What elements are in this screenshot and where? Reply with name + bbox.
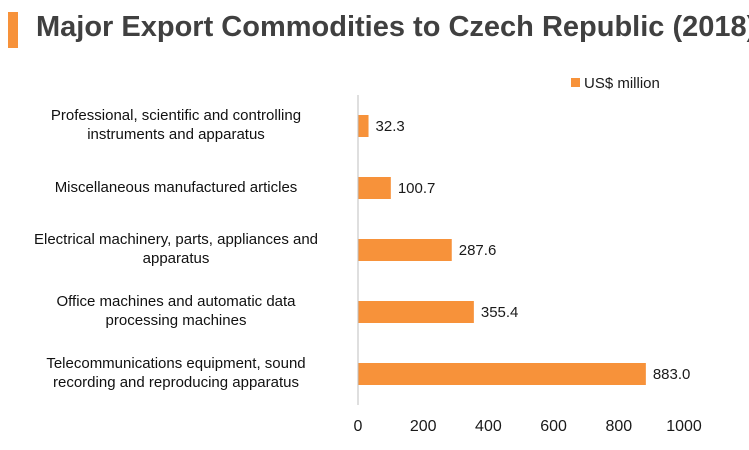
category-label: Office machines and automatic data proces… bbox=[6, 292, 346, 330]
x-tick-label: 400 bbox=[475, 418, 502, 435]
legend: US$ million bbox=[571, 75, 660, 92]
bar-value-label: 287.6 bbox=[459, 242, 497, 259]
x-tick-label: 200 bbox=[410, 418, 437, 435]
category-label-line: recording and reproducing apparatus bbox=[53, 374, 299, 391]
category-label-line: Professional, scientific and controlling bbox=[50, 107, 302, 124]
bar bbox=[358, 363, 646, 385]
bar-value-label: 100.7 bbox=[398, 180, 436, 197]
legend-label: US$ million bbox=[584, 75, 660, 92]
category-label-line: instruments and apparatus bbox=[87, 126, 265, 143]
category-label: Electrical machinery, parts, appliances … bbox=[6, 230, 346, 268]
category-label: Telecommunications equipment, sound recor… bbox=[6, 354, 346, 392]
chart-title: Major Export Commodities to Czech Republ… bbox=[36, 11, 749, 43]
data-labels: 32.3 100.7 287.6 355.4 883.0 bbox=[376, 118, 691, 383]
bar bbox=[358, 239, 452, 261]
category-label-line: processing machines bbox=[105, 312, 247, 329]
bar-value-label: 355.4 bbox=[481, 304, 519, 321]
bar bbox=[358, 177, 391, 199]
x-tick-label: 1000 bbox=[666, 418, 702, 435]
legend-swatch bbox=[571, 78, 580, 87]
category-label-line: Telecommunications equipment, sound bbox=[46, 355, 306, 372]
category-label: Miscellaneous manufactured articles bbox=[6, 178, 346, 197]
category-label: Professional, scientific and controlling… bbox=[6, 106, 346, 144]
bar bbox=[358, 301, 474, 323]
category-label-line: Electrical machinery, parts, appliances … bbox=[33, 231, 319, 248]
bars bbox=[358, 115, 646, 385]
x-axis-ticks: 0 200 400 600 800 1000 bbox=[354, 418, 702, 435]
bar bbox=[358, 115, 369, 137]
x-tick-label: 600 bbox=[540, 418, 567, 435]
x-tick-label: 0 bbox=[354, 418, 363, 435]
bar-value-label: 32.3 bbox=[376, 118, 405, 135]
category-label-line: apparatus bbox=[142, 250, 210, 267]
category-label-line: Office machines and automatic data bbox=[56, 293, 296, 310]
x-tick-label: 800 bbox=[605, 418, 632, 435]
title-accent-bar bbox=[8, 12, 18, 48]
category-label-line: Miscellaneous manufactured articles bbox=[54, 178, 298, 196]
bar-value-label: 883.0 bbox=[653, 366, 691, 383]
